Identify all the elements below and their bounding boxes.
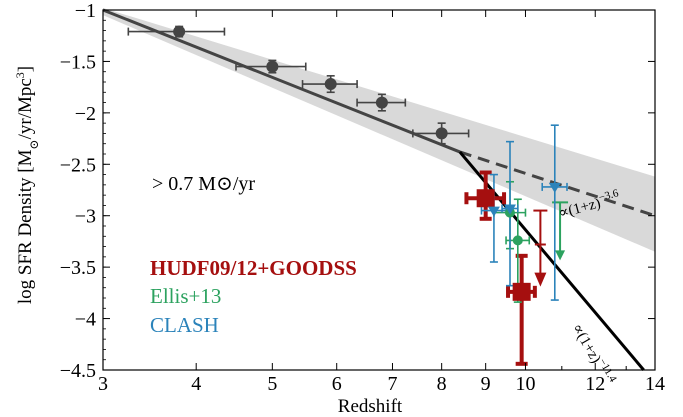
threshold-annotation: > 0.7 M⊙/yr <box>152 173 255 195</box>
marker-layer <box>173 25 566 301</box>
plot-frame <box>102 9 656 371</box>
tick-layer: 3 4 5 6 7 8 9 10 12 14 −4.5 −4 −3.5 −3 −2.5 −2 −1.5 −1 <box>60 0 665 395</box>
series-2-point-1 <box>512 235 523 246</box>
confidence-band-layer <box>103 7 655 252</box>
x-tick-label-2: 5 <box>267 373 277 395</box>
x-tick-label-3: 6 <box>332 373 342 395</box>
y-axis-label: log SFR Density [M⊙/yr/Mpc3] <box>13 66 41 304</box>
legend-entry-ellis: Ellis+13 <box>150 284 221 308</box>
x-tick-label-9: 14 <box>645 373 665 395</box>
x-tick-label-1: 4 <box>191 373 201 395</box>
confidence-band <box>103 7 655 252</box>
series-1-upper-limit-0-arrow <box>534 272 547 287</box>
legend-entry-clash: CLASH <box>150 313 219 337</box>
series-3-point-1 <box>504 204 517 215</box>
x-tick-label-7: 10 <box>515 373 535 395</box>
fit-line-0 <box>102 8 461 154</box>
x-tick-label-0: 3 <box>98 373 108 395</box>
series-3-point-0 <box>487 206 500 217</box>
x-axis-label: Redshift <box>338 396 403 417</box>
series-0-point-4 <box>435 127 448 140</box>
series-0-point-2 <box>324 78 337 91</box>
series-0-point-0 <box>173 25 186 38</box>
y-tick-label-5: −2 <box>75 103 96 125</box>
series-0-point-3 <box>375 96 388 109</box>
series-3-point-2 <box>548 182 561 193</box>
x-tick-label-5: 8 <box>437 373 447 395</box>
series-1-point-1 <box>512 282 531 301</box>
y-tick-label-0: −4.5 <box>60 360 96 382</box>
series-2-upper-limit-0-arrow <box>555 250 566 261</box>
x-tick-label-4: 7 <box>387 373 397 395</box>
x-tick-label-8: 12 <box>585 373 605 395</box>
y-tick-label-6: −1.5 <box>60 51 96 73</box>
legend-entry-hudf: HUDF09/12+GOODSS <box>150 256 357 280</box>
y-tick-label-4: −2.5 <box>60 154 96 176</box>
series-1-point-0 <box>476 189 495 208</box>
fit-line-2 <box>458 150 645 371</box>
plot-border <box>102 9 656 371</box>
y-tick-label-2: −3.5 <box>60 257 96 279</box>
x-tick-label-6: 9 <box>481 373 491 395</box>
y-tick-label-1: −4 <box>75 309 96 331</box>
series-0-point-1 <box>266 60 279 73</box>
y-tick-label-7: −1 <box>75 0 96 22</box>
y-tick-label-3: −3 <box>75 206 96 228</box>
